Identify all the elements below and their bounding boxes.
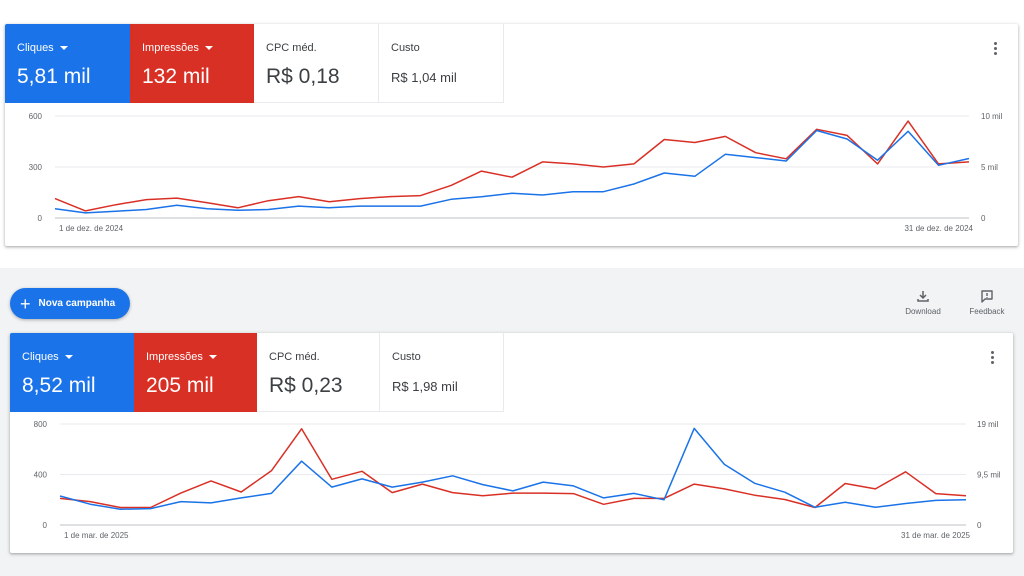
metric-value: 5,81 mil [17,65,91,88]
metric-label: Custo [392,351,421,363]
metric-label: Custo [391,42,420,54]
caret-down-icon [64,355,73,359]
metric-label: Cliques [22,351,59,363]
metric-tile-avg-cpc[interactable]: CPC méd. R$ 0,18 [254,24,379,103]
y-right-tick-label: 10 mil [981,112,1003,121]
metric-value: R$ 0,18 [266,65,340,88]
line-chart-december: 600 10 mil 300 5 mil 0 0 1 de dez. de 2024 31 d… [29,112,1003,233]
performance-card-march: Cliques 8,52 mil Impressões 205 mil CPC … [10,333,1013,553]
caret-down-icon [208,355,217,359]
download-icon [917,291,929,302]
caret-down-icon [204,46,213,50]
x-end-label: 31 de mar. de 2025 [901,531,970,540]
metric-tile-clicks[interactable]: Cliques 8,52 mil [10,333,134,412]
more-options-button[interactable] [980,345,1004,369]
metric-label: CPC méd. [269,351,320,363]
y-right-tick-label: 5 mil [981,163,998,172]
y-left-tick-label: 0 [43,521,48,530]
new-campaign-label: Nova campanha [38,298,116,309]
impressions-series-line [54,120,970,212]
metric-value: R$ 1,98 mil [392,379,458,394]
more-options-button[interactable] [983,36,1007,60]
download-label: Download [905,307,941,316]
plus-icon: + [20,293,31,314]
y-left-tick-label: 800 [34,420,48,429]
metric-label: CPC méd. [266,42,317,54]
metric-value: 132 mil [142,65,210,88]
x-start-label: 1 de dez. de 2024 [59,224,124,233]
metric-tile-impressions[interactable]: Impressões 132 mil [130,24,254,103]
metric-value: 205 mil [146,374,214,397]
clicks-series-line [59,427,967,510]
y-left-tick-label: 0 [38,214,43,223]
line-chart-march: 800 19 mil 400 9,5 mil 0 0 1 de mar. de 2025 31… [34,420,1001,540]
metric-label: Cliques [17,42,54,54]
metric-value: R$ 0,23 [269,374,343,397]
metric-label: Impressões [142,42,199,54]
metric-tile-impressions[interactable]: Impressões 205 mil [134,333,257,412]
more-vert-icon [990,350,994,364]
metric-value: R$ 1,04 mil [391,70,457,85]
metric-tile-avg-cpc[interactable]: CPC méd. R$ 0,23 [257,333,380,412]
impressions-series-line [59,428,967,509]
y-left-tick-label: 400 [34,471,48,480]
x-end-label: 31 de dez. de 2024 [904,224,973,233]
more-vert-icon [993,41,997,55]
feedback-button[interactable]: Feedback [961,289,1013,316]
y-right-tick-label: 0 [977,521,982,530]
performance-card-december: Cliques 5,81 mil Impressões 132 mil CPC … [5,24,1018,246]
y-left-tick-label: 300 [29,163,43,172]
clicks-series-line [54,129,970,214]
download-button[interactable]: Download [897,289,949,316]
metric-tile-cost[interactable]: Custo R$ 1,98 mil [380,333,504,412]
y-right-tick-label: 9,5 mil [977,471,1001,480]
caret-down-icon [59,46,68,50]
feedback-label: Feedback [969,307,1005,316]
y-left-tick-label: 600 [29,112,43,121]
metric-value: 8,52 mil [22,374,96,397]
metric-tile-clicks[interactable]: Cliques 5,81 mil [5,24,130,103]
x-start-label: 1 de mar. de 2025 [64,531,129,540]
feedback-icon [981,290,993,303]
y-right-tick-label: 19 mil [977,420,999,429]
metric-tile-cost[interactable]: Custo R$ 1,04 mil [379,24,504,103]
y-right-tick-label: 0 [981,214,986,223]
metric-label: Impressões [146,351,203,363]
new-campaign-button[interactable]: + Nova campanha [10,288,130,319]
